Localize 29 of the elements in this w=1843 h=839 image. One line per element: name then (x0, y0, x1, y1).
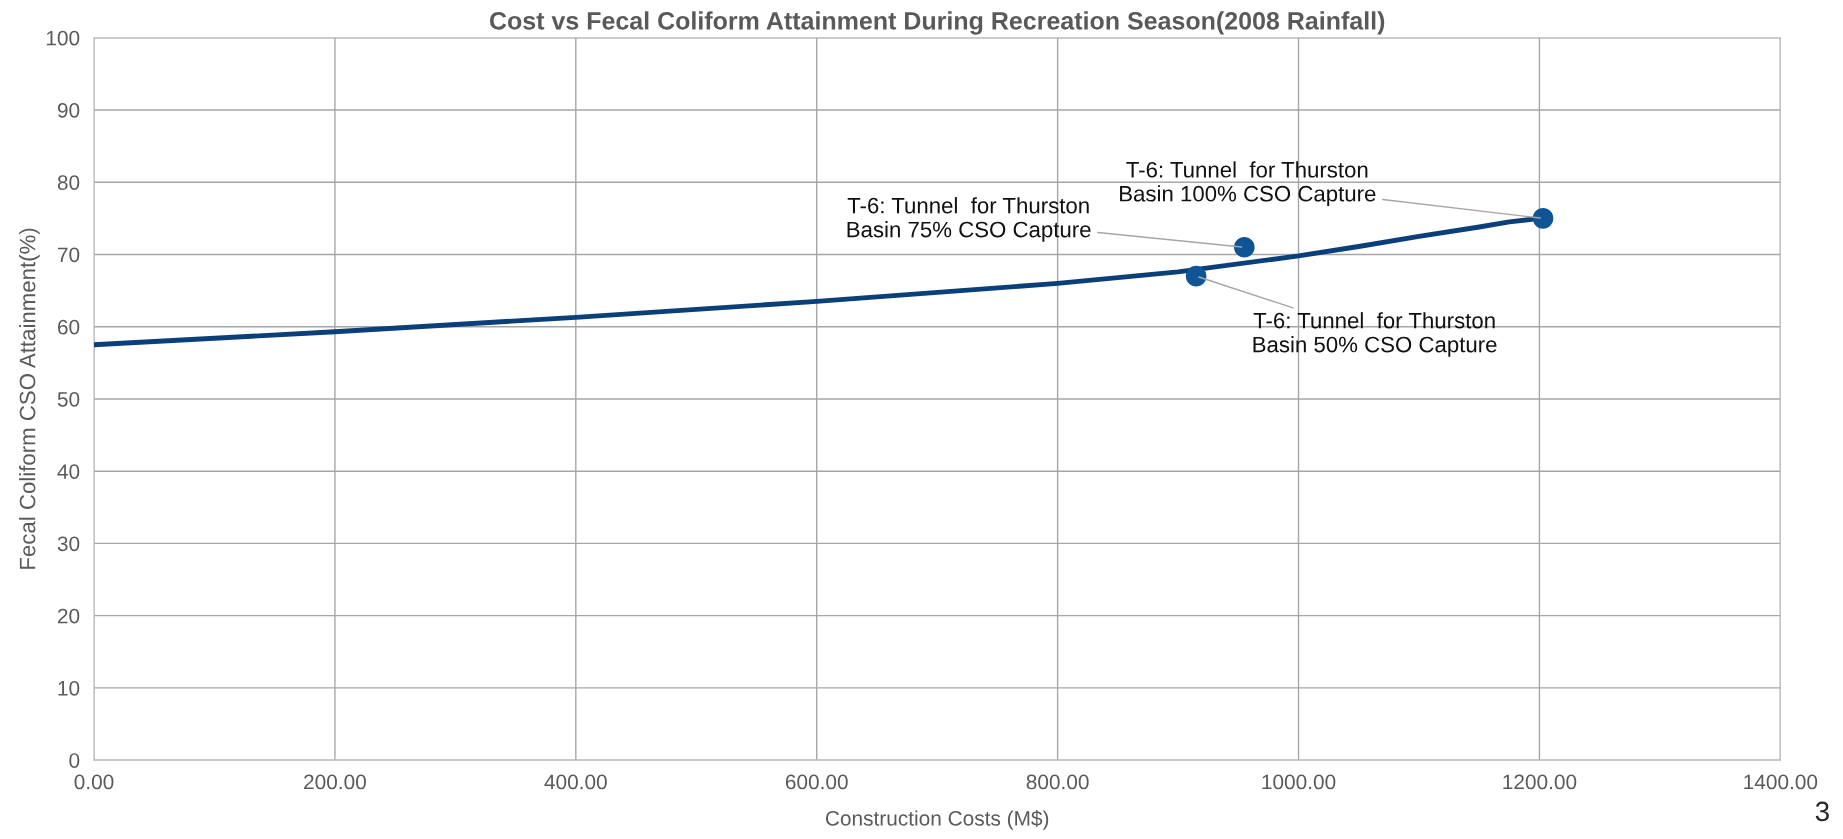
annotation: T-6: Tunnel for Thurston Basin 50% CSO Capture (1253, 312, 1497, 357)
x-axis-title: Construction Costs (M$) (825, 810, 1049, 830)
x-tick-label: 1200.00 (1503, 774, 1577, 790)
x-tick-label: 800.00 (1026, 774, 1089, 790)
point (1532, 208, 1554, 229)
point (1185, 265, 1207, 287)
y-tick-label: 80 (57, 175, 80, 190)
x-tick-label: 400.00 (544, 774, 607, 790)
y-tick-label: 40 (57, 464, 80, 479)
x-tick-label: 600.00 (785, 774, 848, 790)
y-tick-label: 50 (57, 391, 80, 407)
y-tick-label: 100 (46, 30, 80, 46)
y-tick-label: 0 (69, 753, 80, 768)
y-tick-label: 10 (58, 680, 80, 696)
x-tick-label: 1400.00 (1744, 774, 1818, 790)
y-tick-label: 70 (58, 247, 80, 263)
x-tick-label: 0.00 (74, 774, 114, 790)
y-tick-label: 60 (57, 319, 80, 335)
y-tick-label: 90 (57, 102, 80, 118)
text: 3 (1815, 801, 1829, 822)
y-tick-label: 20 (57, 608, 80, 624)
y-tick-label: 30 (57, 536, 80, 552)
chart-title: Cost vs Fecal Coliform Attainment During Recreation Season(2008 Rainfall) (489, 11, 1385, 35)
y-axis-title: Fecal Coliform CSO Attainment(%) (19, 228, 40, 569)
annotation: T-6: Tunnel for Thurston Basin 100% CSO Capture (1120, 161, 1376, 206)
x-tick-label: 1000.00 (1262, 774, 1336, 790)
point (1234, 236, 1255, 258)
x-tick-label: 200.00 (304, 774, 366, 790)
annotation: T-6: Tunnel for Thurston Basin 75% CSO Capture (847, 197, 1091, 242)
